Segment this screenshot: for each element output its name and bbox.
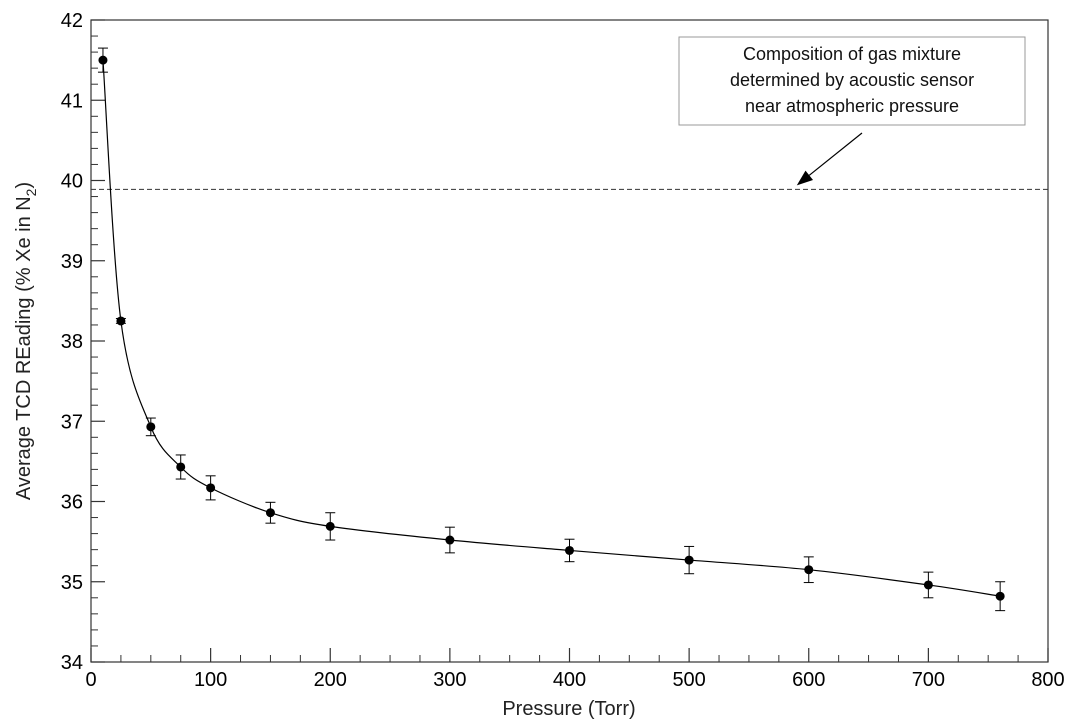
x-tick-label: 500 [672, 669, 705, 691]
y-tick-label: 40 [61, 171, 83, 193]
data-point [206, 483, 216, 493]
y-tick-label: 39 [61, 251, 83, 273]
data-point [923, 580, 933, 590]
x-axis-title: Pressure (Torr) [502, 698, 635, 720]
axis-ticks: 0 100 200 300 400 500 600 700 800 34 35 36 37 38 39 40 4… [61, 10, 1065, 691]
annotation-arrow [808, 132, 863, 176]
y-tick-label: 42 [61, 10, 83, 32]
data-point [325, 521, 335, 531]
data-point [98, 55, 108, 65]
data-point [565, 545, 574, 555]
y-axis-title-end: ) [13, 182, 35, 189]
y-axis-title-subscript: 2 [23, 188, 39, 196]
y-tick-label: 36 [61, 492, 83, 514]
data-point [176, 462, 186, 472]
y-tick-label: 35 [61, 572, 83, 594]
y-tick-label: 41 [61, 90, 83, 112]
y-axis-title: Average TCD REading (% Xe in N2) [13, 182, 39, 500]
x-tick-label: 600 [792, 669, 825, 691]
data-point [445, 535, 455, 545]
data-point [146, 422, 156, 432]
x-tick-label: 400 [553, 669, 586, 691]
y-axis-title-main: Average TCD REading (% Xe in N [13, 196, 35, 500]
data-point [995, 591, 1005, 601]
annotation-line-3: near atmospheric pressure [745, 96, 959, 116]
x-tick-label: 800 [1031, 669, 1064, 691]
data-point [116, 316, 126, 326]
series-line [102, 60, 1001, 597]
x-tick-label: 200 [314, 669, 347, 691]
data-point [265, 508, 275, 518]
y-tick-label: 38 [61, 331, 83, 353]
annotation: Composition of gas mixture determined by… [678, 36, 1026, 186]
x-tick-label: 100 [194, 669, 227, 691]
data-points [98, 55, 1005, 601]
data-point [684, 555, 694, 565]
y-tick-label: 34 [61, 652, 83, 674]
x-tick-label: 700 [912, 669, 945, 691]
y-tick-label: 37 [61, 411, 83, 433]
error-bars [97, 47, 1006, 612]
data-point [804, 565, 814, 575]
x-tick-label: 0 [85, 669, 96, 691]
x-tick-label: 300 [433, 669, 466, 691]
annotation-line-1: Composition of gas mixture [743, 44, 961, 64]
annotation-line-2: determined by acoustic sensor [730, 70, 974, 90]
series-curve [102, 60, 1001, 597]
annotation-arrow-head [796, 170, 814, 186]
